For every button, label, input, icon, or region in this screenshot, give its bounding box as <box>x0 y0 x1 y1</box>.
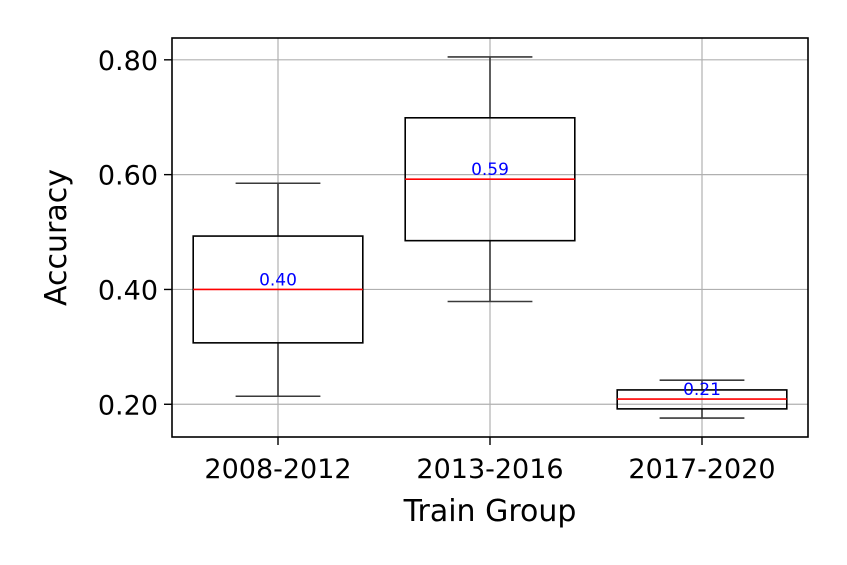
box-2013-2016: 0.59 <box>404 56 576 303</box>
y-tick-label: 0.40 <box>98 275 158 306</box>
box-2017-2020: 0.21 <box>616 379 788 419</box>
y-axis-label: Accuracy <box>39 169 74 306</box>
box-series: 0.40 0.59 0.21 <box>192 56 788 419</box>
x-axis-label: Train Group <box>403 494 577 529</box>
x-tick-label: 2013-2016 <box>416 454 563 485</box>
median-label: 0.40 <box>259 270 297 290</box>
x-tick-label: 2017-2020 <box>628 454 775 485</box>
y-tick-label: 0.80 <box>98 46 158 77</box>
median-label: 0.59 <box>471 160 509 180</box>
axis-ticks: 0.20 0.40 0.60 0.80 2008-2012 2013-2016 2017-2… <box>98 46 776 485</box>
box-2008-2012: 0.40 <box>192 182 364 398</box>
y-tick-label: 0.20 <box>98 390 158 421</box>
y-tick-label: 0.60 <box>98 161 158 192</box>
x-tick-label: 2008-2012 <box>204 454 351 485</box>
median-label: 0.21 <box>683 380 721 400</box>
